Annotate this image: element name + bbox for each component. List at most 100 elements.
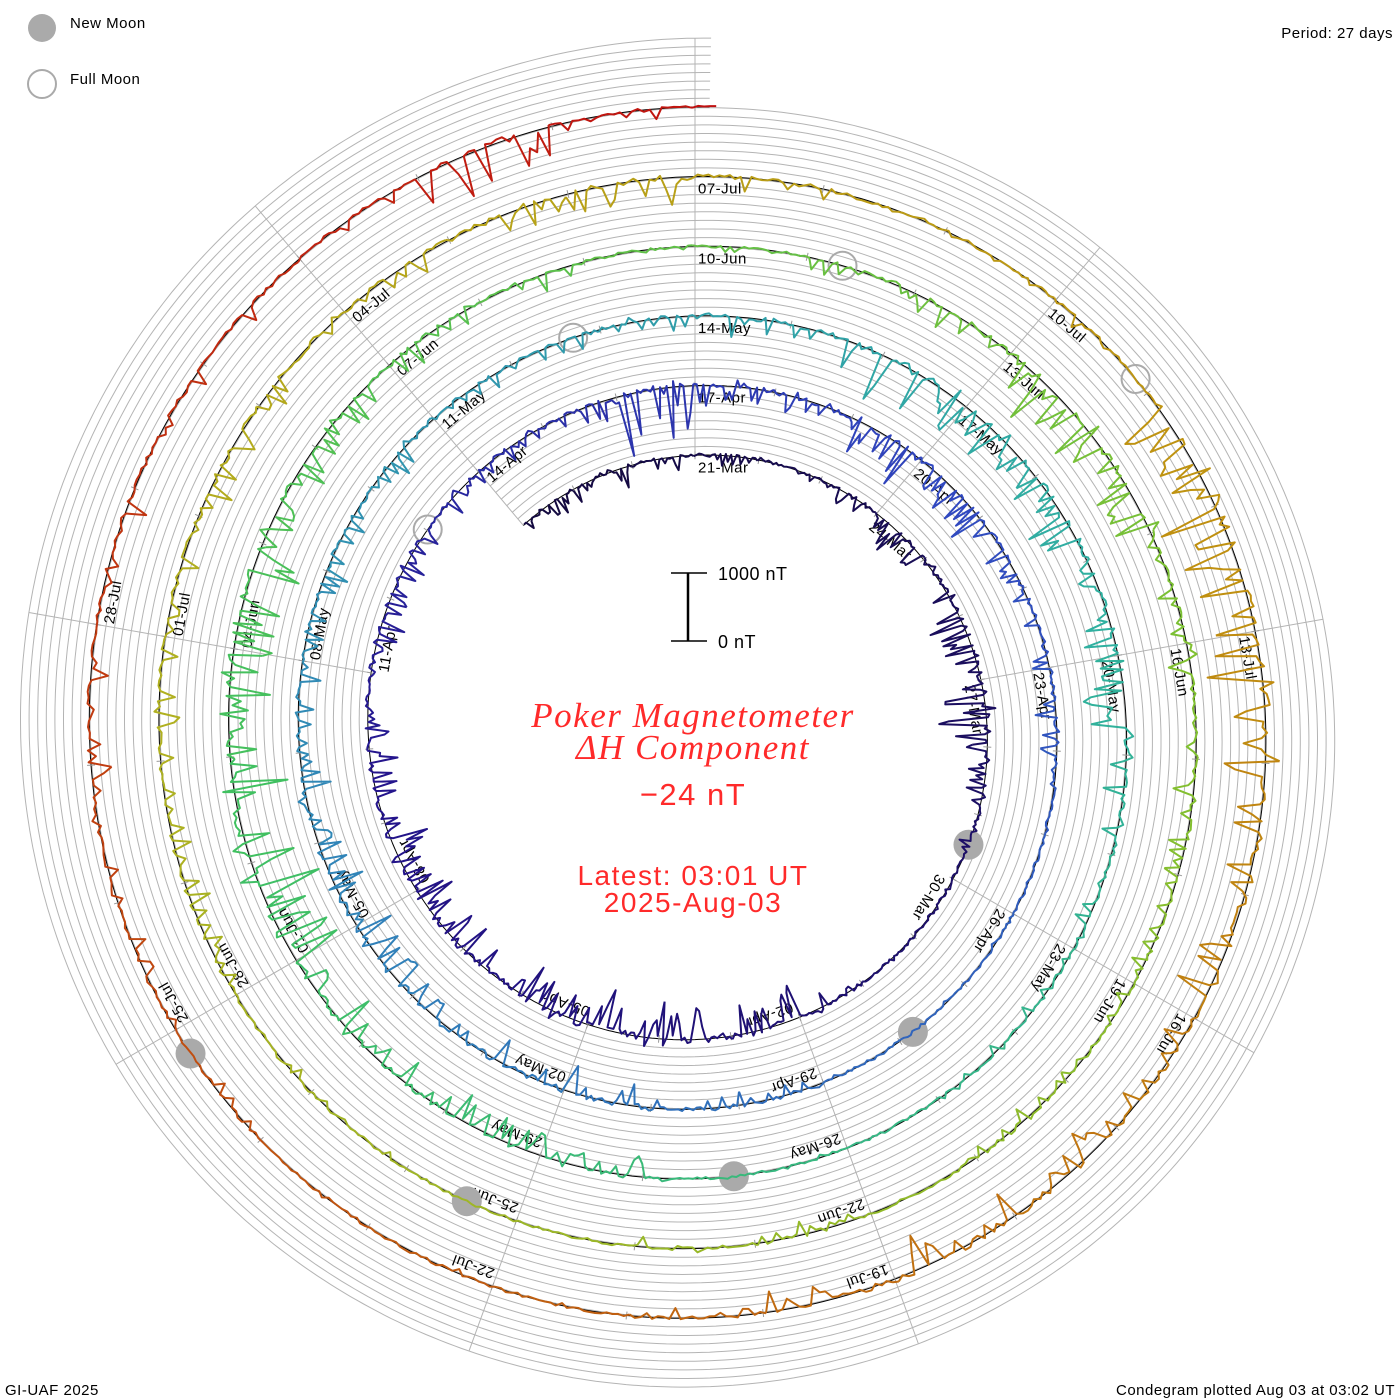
new-moon-legend-label: New Moon [70, 15, 146, 32]
dh-day-segment [848, 1096, 940, 1149]
dh-day-segment [317, 840, 364, 929]
date-label: 22-Jun [815, 1195, 867, 1228]
dh-day-segment [477, 427, 542, 484]
current-value: −24 nT [640, 777, 746, 812]
dh-day-segment [445, 1094, 547, 1151]
dh-day-segment [773, 389, 851, 419]
dh-day-segment [923, 556, 960, 626]
dh-day-segment [297, 753, 333, 846]
dh-day-segment [1082, 652, 1135, 754]
day-tick [460, 945, 467, 952]
day-tick [566, 190, 570, 199]
spoke-line [468, 1024, 589, 1352]
grid-spiral [45, 63, 1310, 1362]
dh-day-segment [765, 1280, 899, 1314]
dh-day-segment [1223, 760, 1280, 892]
period-label: Period: 27 days [1281, 25, 1393, 42]
day-tick [614, 393, 618, 402]
date-label: 21-Mar [698, 459, 749, 476]
dh-day-segment [1061, 980, 1137, 1075]
dh-day-segment [326, 489, 371, 584]
dh-day-segment [1160, 500, 1257, 637]
dh-day-segment [297, 178, 416, 263]
dh-day-segment [368, 602, 407, 676]
date-label: 22-Jul [450, 1251, 497, 1282]
dh-day-segment [341, 238, 447, 315]
dh-day-segment [416, 879, 488, 949]
dh-day-segment [1014, 946, 1077, 1031]
dh-day-segment [1124, 390, 1221, 502]
dh-day-segment [589, 989, 666, 1047]
dh-day-segment [484, 1039, 571, 1093]
spoke-line [799, 1017, 919, 1344]
dh-day-segment [430, 365, 511, 420]
dh-day-segment [692, 244, 806, 257]
moon-markers [175, 250, 1151, 1217]
day-tick [949, 876, 957, 882]
dh-day-segment [976, 1071, 1067, 1158]
day-tick [538, 1151, 542, 1160]
dh-day-segment [232, 546, 300, 657]
day-tick [311, 444, 319, 451]
dh-day-segment [314, 366, 389, 455]
dh-day-segment [477, 263, 583, 304]
new-moon-marker [953, 829, 984, 860]
day-tick [935, 1096, 941, 1104]
dh-day-segment [301, 576, 349, 664]
dh-day-segment [691, 104, 717, 109]
dh-day-segment [1078, 557, 1119, 655]
dh-day-segment [938, 1028, 1017, 1100]
dh-day-segment [819, 188, 944, 231]
dh-day-segment [385, 822, 432, 893]
dh-day-segment [1164, 756, 1199, 869]
latest-date: 2025-Aug-03 [604, 887, 782, 918]
day-tick [180, 881, 189, 885]
dh-day-segment [222, 758, 295, 860]
dh-day-segment [1012, 585, 1049, 670]
dh-day-segment [163, 518, 201, 640]
day-tick [910, 933, 917, 940]
full-moon-marker [412, 514, 443, 545]
dh-day-segment [117, 905, 178, 1033]
dh-day-segment [738, 1080, 826, 1108]
dh-day-segment [153, 638, 181, 765]
chart-title-line2: ΔH Component [574, 728, 810, 767]
dh-day-segment [445, 196, 567, 242]
dh-day-segment [518, 1219, 638, 1247]
dh-day-segment [800, 981, 864, 1017]
dh-day-segment [1167, 640, 1199, 758]
day-tick [880, 351, 886, 360]
grid-spiral [28, 46, 1327, 1379]
dh-day-segment [86, 627, 112, 768]
grid-spiral [54, 72, 1301, 1354]
day-tick [955, 614, 963, 619]
day-tick [1251, 630, 1260, 633]
day-tick [322, 569, 331, 574]
dh-day-segment [240, 858, 338, 964]
dh-day-segment [95, 491, 148, 628]
dh-day-segment [693, 379, 775, 407]
dh-day-segment [509, 329, 600, 370]
spoke-line [115, 890, 418, 1065]
day-tick [973, 813, 982, 817]
dh-day-segment [631, 453, 695, 472]
dh-day-segment [1013, 477, 1090, 559]
day-tick [630, 461, 634, 470]
dh-day-segment [521, 966, 591, 1027]
day-tick [386, 361, 393, 369]
dh-day-segment [581, 244, 693, 265]
scale-bar-top-label: 1000 nT [718, 564, 788, 584]
dh-day-segment [954, 406, 1031, 489]
dh-day-segment [427, 475, 487, 536]
dh-day-segment [950, 518, 1025, 588]
day-spokes [28, 38, 1324, 1352]
chart-title-line1: Poker Magnetometer [530, 696, 854, 735]
new-moon-legend-icon [28, 14, 56, 42]
dh-day-segment [463, 927, 526, 997]
day-tick [1031, 473, 1039, 480]
dh-day-segment [295, 962, 370, 1047]
dh-day-segment [355, 914, 430, 995]
dh-day-segment [824, 1038, 902, 1083]
day-tick [821, 185, 825, 194]
